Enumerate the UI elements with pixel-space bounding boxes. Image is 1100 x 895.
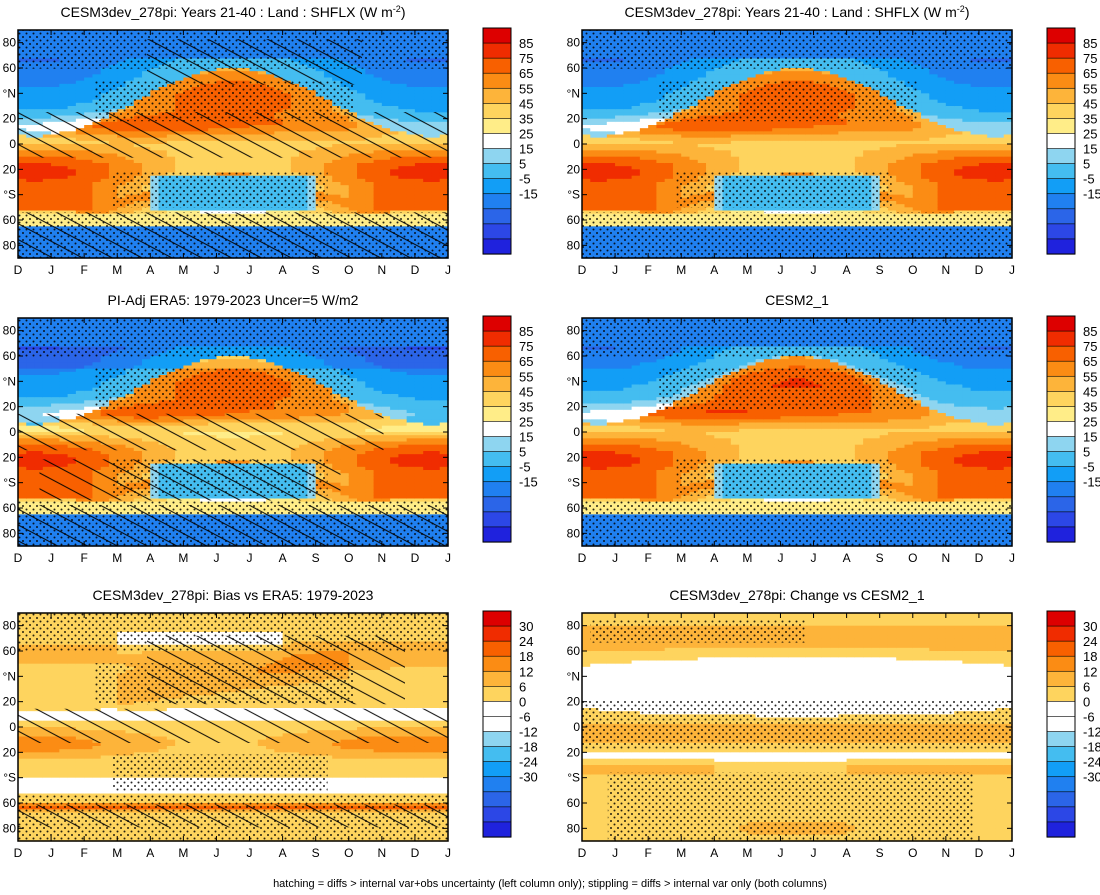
panel-1: CESM3dev_278pi: Years 21-40 : Land : SHF… [3, 4, 538, 277]
y-tick-label: °N [3, 86, 16, 100]
x-tick-label: J [445, 263, 451, 277]
stippling-region [113, 171, 328, 207]
hatching-region [147, 39, 362, 85]
y-tick-label: 80 [3, 238, 17, 252]
colorbar-swatch [483, 103, 511, 118]
colorbar-label: 15 [519, 142, 533, 157]
colorbar-swatch [483, 88, 511, 103]
colorbar-label: 5 [519, 157, 526, 172]
colorbar-label: -5 [519, 172, 531, 187]
colorbar-swatch [483, 118, 511, 133]
colorbar-swatch [483, 58, 511, 73]
colorbar-swatch [483, 239, 511, 254]
colorbar-swatch [483, 149, 511, 164]
x-tick-label: J [48, 263, 54, 277]
x-tick-label: A [279, 263, 287, 277]
x-tick-label: D [411, 263, 420, 277]
colorbar-label: 35 [519, 111, 533, 126]
colorbar-swatch [483, 194, 511, 209]
x-tick-label: F [80, 263, 87, 277]
y-tick-label: 20 [3, 162, 17, 176]
colorbar-label: 75 [519, 51, 533, 66]
hatching-region [18, 112, 448, 158]
title-end: ) [401, 4, 406, 20]
colorbar-label: 65 [519, 66, 533, 81]
colorbar-swatch [483, 28, 511, 43]
x-tick-label: J [213, 263, 219, 277]
colorbar-swatch [483, 209, 511, 224]
colorbar-label: 85 [519, 36, 533, 51]
x-tick-label: M [178, 263, 188, 277]
colorbar-label: 25 [519, 126, 533, 141]
colorbar-swatch [483, 224, 511, 239]
x-tick-label: A [146, 263, 154, 277]
colorbar-swatch [483, 164, 511, 179]
figure: CESM3dev_278pi: Years 21-40 : Land : SHF… [0, 0, 1100, 895]
panel-2: CESM3dev_278pi: Years 21-40 : Land : SHF… [567, 4, 1100, 277]
y-tick-label: °S [3, 188, 16, 202]
x-tick-label: D [14, 263, 23, 277]
panel-title: CESM3dev_278pi: Years 21-40 : Land : SHF… [61, 4, 406, 20]
y-tick-label: 20 [3, 112, 17, 126]
colorbar-swatch [483, 179, 511, 194]
x-tick-label: O [344, 263, 353, 277]
colorbar-swatch [483, 133, 511, 148]
title-superscript: -2 [393, 4, 401, 14]
x-tick-label: S [312, 263, 320, 277]
colorbar-label: -15 [519, 187, 538, 202]
colorbar-label: 55 [519, 81, 533, 96]
x-tick-label: J [247, 263, 253, 277]
colorbar-swatch [483, 73, 511, 88]
y-tick-label: 0 [9, 137, 16, 151]
y-tick-label: 60 [3, 61, 17, 75]
significance-overlay [18, 30, 448, 258]
colorbar-swatch [483, 43, 511, 58]
hatching-region [18, 212, 448, 258]
x-tick-label: N [378, 263, 387, 277]
colorbar-label: 45 [519, 96, 533, 111]
x-tick-label: M [112, 263, 122, 277]
colorbar: 85756555453525155-5-15 [483, 28, 538, 254]
y-tick-label: 60 [3, 213, 17, 227]
y-tick-label: 80 [3, 36, 17, 50]
